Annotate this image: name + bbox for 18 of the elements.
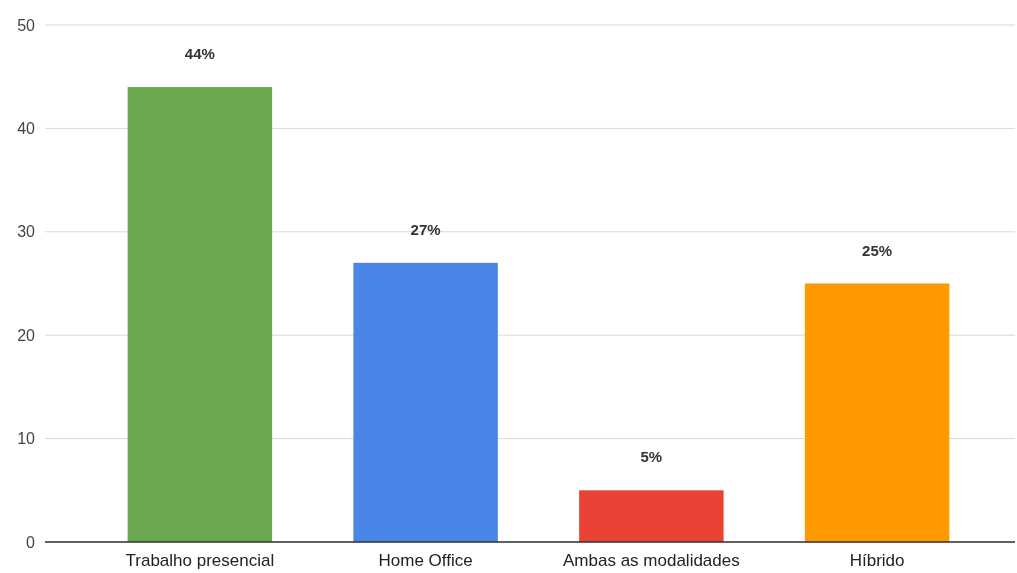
y-tick-label: 20 [17,326,36,344]
bar [579,490,724,542]
bar [127,87,273,542]
data-label: 44% [184,45,215,63]
y-tick-label: 10 [17,430,36,448]
data-label: 5% [640,448,663,466]
y-tick-label: 30 [17,223,36,241]
data-label: 25% [862,241,893,259]
y-tick-label: 40 [17,120,36,138]
y-tick-label: 0 [26,533,36,551]
x-tick-label: Home Office [378,551,473,571]
x-tick-label: Híbrido [849,551,905,571]
y-tick-label: 50 [17,16,36,34]
bar [804,283,950,542]
data-label: 27% [410,220,441,238]
x-tick-label: Ambas as modalidades [563,551,740,571]
x-tick-label: Trabalho presencial [125,551,275,571]
bar [353,262,498,542]
